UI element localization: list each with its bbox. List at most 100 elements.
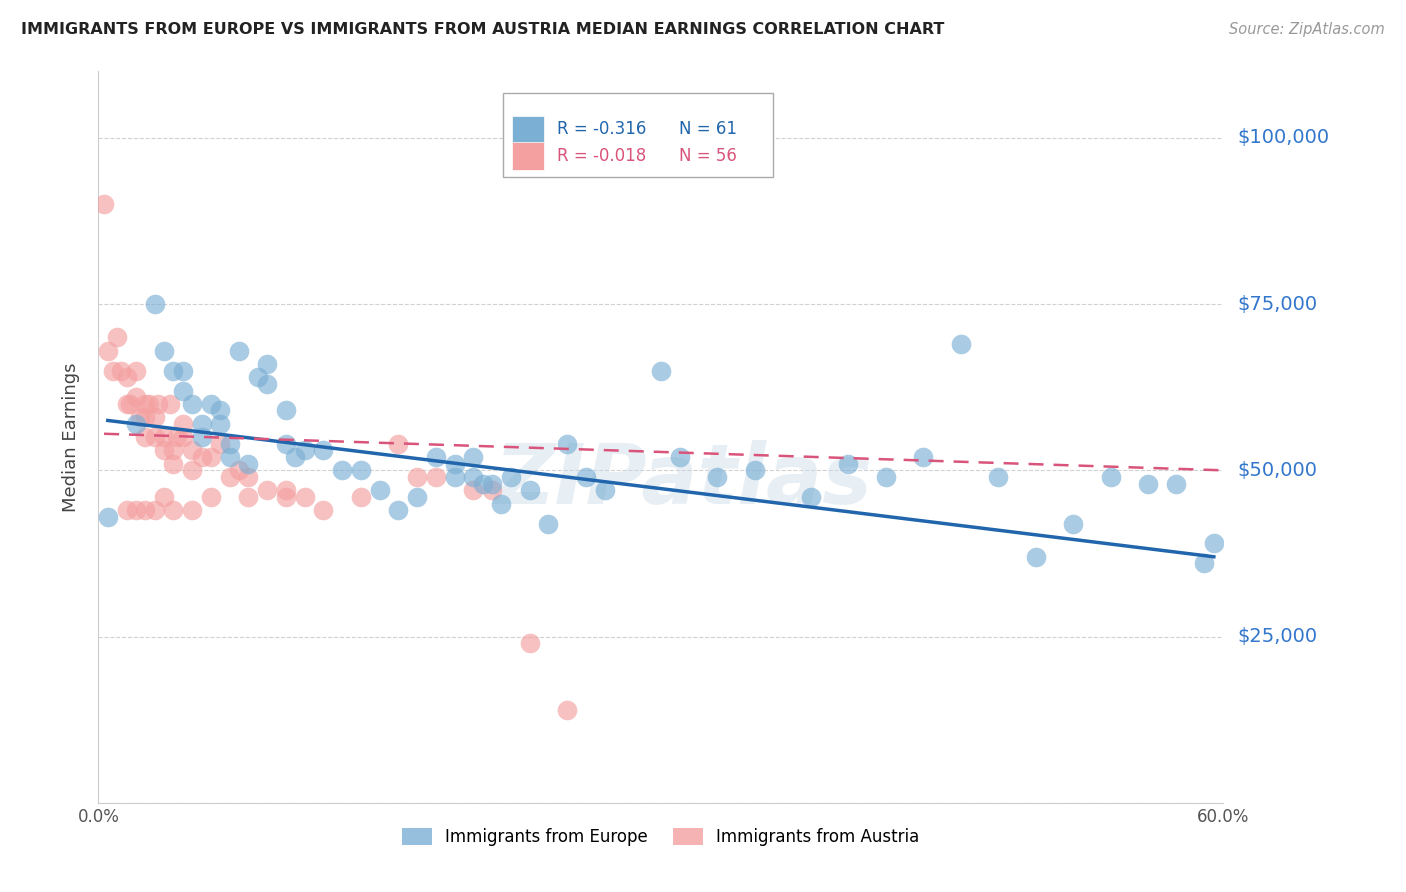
Point <box>143 410 166 425</box>
Point <box>499 470 522 484</box>
Point <box>125 363 148 377</box>
Point <box>274 403 297 417</box>
Point <box>1099 470 1122 484</box>
Point <box>537 516 560 531</box>
Point <box>181 463 204 477</box>
Point <box>555 703 578 717</box>
Point <box>181 503 204 517</box>
Point <box>837 457 859 471</box>
Point <box>93 197 115 211</box>
Point <box>97 509 120 524</box>
Point <box>190 450 212 464</box>
Point <box>115 397 138 411</box>
Point <box>706 470 728 484</box>
Point <box>463 483 485 498</box>
Point <box>1194 557 1216 571</box>
Point <box>153 343 176 358</box>
Point <box>228 463 250 477</box>
Point <box>1166 476 1188 491</box>
FancyBboxPatch shape <box>512 116 544 144</box>
Point <box>143 430 166 444</box>
Point <box>105 330 128 344</box>
Point <box>153 490 176 504</box>
Point <box>134 503 156 517</box>
Point <box>425 450 447 464</box>
Point <box>153 430 176 444</box>
Point <box>190 430 212 444</box>
Point <box>294 490 316 504</box>
Point <box>575 470 598 484</box>
Point <box>162 443 184 458</box>
Text: $50,000: $50,000 <box>1237 461 1317 480</box>
Point <box>387 436 409 450</box>
Point <box>912 450 935 464</box>
Point <box>218 450 240 464</box>
Point <box>134 430 156 444</box>
Point <box>668 450 690 464</box>
Point <box>172 430 194 444</box>
Point <box>491 497 513 511</box>
Point <box>406 470 429 484</box>
Point <box>209 403 232 417</box>
Point <box>125 390 148 404</box>
Point <box>181 443 204 458</box>
Text: IMMIGRANTS FROM EUROPE VS IMMIGRANTS FROM AUSTRIA MEDIAN EARNINGS CORRELATION CH: IMMIGRANTS FROM EUROPE VS IMMIGRANTS FRO… <box>21 22 945 37</box>
Point <box>274 483 297 498</box>
Point <box>463 470 485 484</box>
Point <box>143 297 166 311</box>
Point <box>143 503 166 517</box>
Point <box>190 417 212 431</box>
Point <box>138 397 160 411</box>
Text: R = -0.316: R = -0.316 <box>557 120 647 138</box>
Point <box>256 483 278 498</box>
Point <box>471 476 494 491</box>
Point <box>650 363 672 377</box>
Text: Source: ZipAtlas.com: Source: ZipAtlas.com <box>1229 22 1385 37</box>
Point <box>200 490 222 504</box>
Point <box>148 397 170 411</box>
Point <box>172 384 194 398</box>
Point <box>1025 549 1047 564</box>
Point <box>115 370 138 384</box>
Point <box>238 490 260 504</box>
Point <box>218 436 240 450</box>
Point <box>97 343 120 358</box>
Point <box>555 436 578 450</box>
Point <box>120 397 142 411</box>
Point <box>387 503 409 517</box>
FancyBboxPatch shape <box>503 94 773 178</box>
Point <box>744 463 766 477</box>
Point <box>200 450 222 464</box>
Point <box>200 397 222 411</box>
Point <box>172 417 194 431</box>
Point <box>949 337 972 351</box>
Point <box>125 417 148 431</box>
Point <box>350 463 373 477</box>
Point <box>209 436 232 450</box>
Point <box>875 470 897 484</box>
Point <box>103 363 125 377</box>
Point <box>110 363 132 377</box>
Point <box>274 490 297 504</box>
Point <box>274 436 297 450</box>
Y-axis label: Median Earnings: Median Earnings <box>62 362 80 512</box>
Point <box>125 503 148 517</box>
Text: R = -0.018: R = -0.018 <box>557 147 647 165</box>
Point <box>1062 516 1084 531</box>
Point <box>519 636 541 650</box>
Text: $75,000: $75,000 <box>1237 294 1317 314</box>
Point <box>246 370 269 384</box>
Point <box>368 483 391 498</box>
Point <box>159 397 181 411</box>
Text: N = 56: N = 56 <box>679 147 737 165</box>
Text: N = 61: N = 61 <box>679 120 737 138</box>
Point <box>256 357 278 371</box>
Point <box>172 363 194 377</box>
Point <box>312 503 335 517</box>
Point <box>330 463 353 477</box>
Point <box>166 430 188 444</box>
Point <box>406 490 429 504</box>
Point <box>181 397 204 411</box>
Point <box>593 483 616 498</box>
Point <box>1137 476 1160 491</box>
